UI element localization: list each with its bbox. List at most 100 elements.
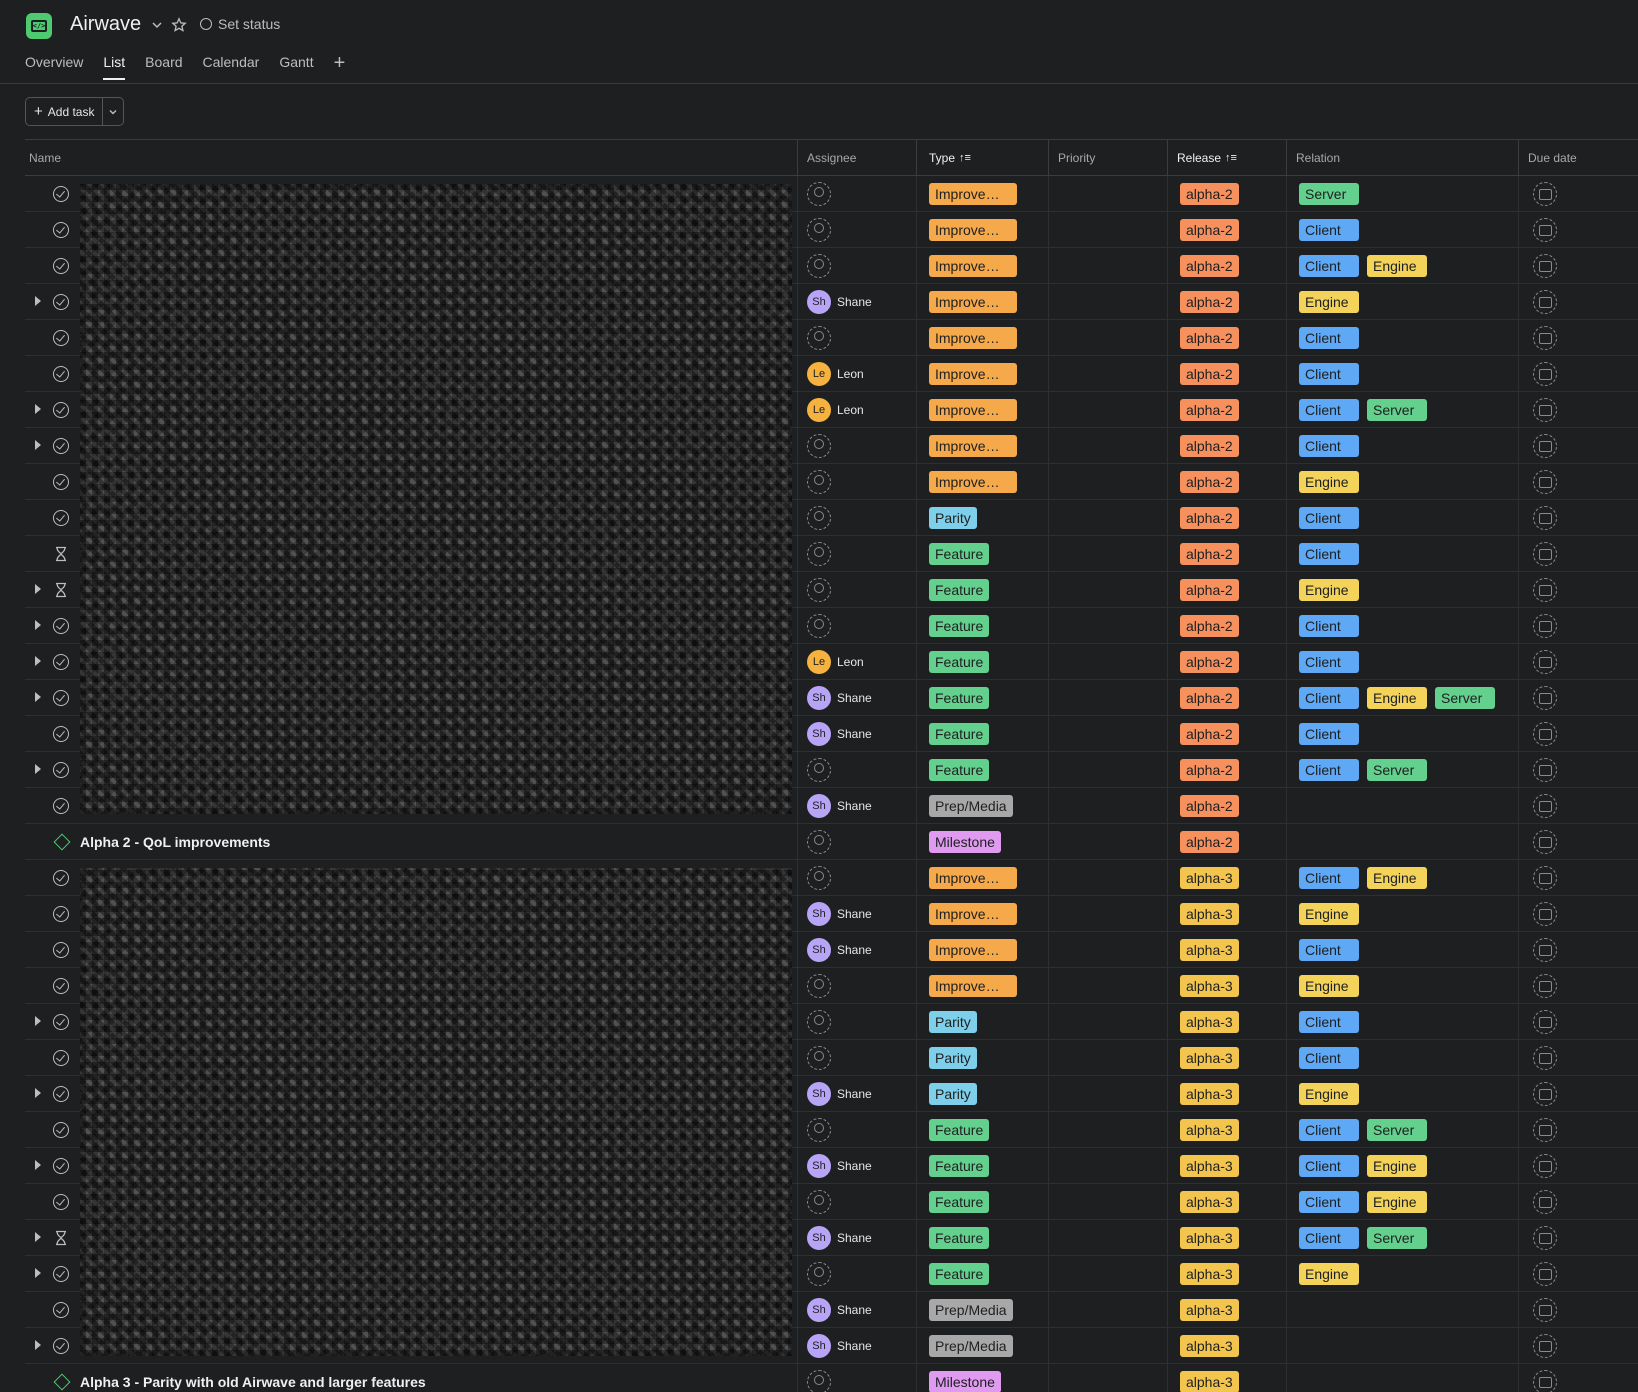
complete-check-icon[interactable] [53,618,69,634]
table-row[interactable]: Sh Shane Feature alpha-3 Client Server [25,1220,1638,1256]
release-cell[interactable]: alpha-2 [1167,320,1286,356]
relation-cell[interactable]: Client [1286,320,1518,356]
release-cell[interactable]: alpha-2 [1167,824,1286,860]
complete-check-icon[interactable] [53,510,69,526]
table-row[interactable]: Le Leon Improvem… alpha-2 Client Server [25,392,1638,428]
assignee-cell[interactable] [797,1184,916,1220]
type-cell[interactable]: Improvem… [916,968,1048,1004]
calendar-icon[interactable] [1533,830,1557,854]
due-date-cell[interactable] [1518,356,1638,392]
priority-cell[interactable] [1048,1004,1167,1040]
priority-cell[interactable] [1048,500,1167,536]
type-cell[interactable]: Improvem… [916,860,1048,896]
complete-check-icon[interactable] [53,330,69,346]
assignee-cell[interactable]: Sh Shane [797,1292,916,1328]
complete-check-icon[interactable] [53,726,69,742]
assignee-cell[interactable]: Sh Shane [797,1148,916,1184]
expand-caret-icon[interactable] [35,1340,41,1350]
due-date-cell[interactable] [1518,680,1638,716]
unassigned-user-icon[interactable] [807,506,831,530]
expand-caret-icon[interactable] [35,1232,41,1242]
release-cell[interactable]: alpha-2 [1167,608,1286,644]
assignee-cell[interactable]: Le Leon [797,392,916,428]
due-date-cell[interactable] [1518,788,1638,824]
type-cell[interactable]: Parity [916,500,1048,536]
calendar-icon[interactable] [1533,506,1557,530]
assignee-cell[interactable] [797,572,916,608]
assignee-cell[interactable] [797,428,916,464]
tab-list[interactable]: List [103,50,125,80]
relation-cell[interactable]: Client [1286,608,1518,644]
hourglass-icon[interactable] [54,1230,68,1246]
complete-check-icon[interactable] [53,186,69,202]
type-cell[interactable]: Milestone [916,1364,1048,1392]
unassigned-user-icon[interactable] [807,1118,831,1142]
calendar-icon[interactable] [1533,902,1557,926]
type-cell[interactable]: Improvem… [916,464,1048,500]
type-cell[interactable]: Improvem… [916,356,1048,392]
expand-caret-icon[interactable] [35,404,41,414]
expand-caret-icon[interactable] [35,296,41,306]
name-cell[interactable] [25,680,797,716]
table-row[interactable]: Feature alpha-2 Client [25,608,1638,644]
calendar-icon[interactable] [1533,326,1557,350]
relation-cell[interactable]: Engine [1286,284,1518,320]
calendar-icon[interactable] [1533,686,1557,710]
type-cell[interactable]: Improvem… [916,248,1048,284]
priority-cell[interactable] [1048,968,1167,1004]
table-row[interactable]: Feature alpha-3 Engine [25,1256,1638,1292]
calendar-icon[interactable] [1533,290,1557,314]
priority-cell[interactable] [1048,788,1167,824]
priority-cell[interactable] [1048,284,1167,320]
expand-caret-icon[interactable] [35,764,41,774]
table-row[interactable]: Feature alpha-2 Client [25,536,1638,572]
calendar-icon[interactable] [1533,758,1557,782]
unassigned-user-icon[interactable] [807,470,831,494]
due-date-cell[interactable] [1518,1004,1638,1040]
release-cell[interactable]: alpha-3 [1167,896,1286,932]
type-cell[interactable]: Improvem… [916,176,1048,212]
due-date-cell[interactable] [1518,428,1638,464]
priority-cell[interactable] [1048,824,1167,860]
assignee-cell[interactable]: Sh Shane [797,1076,916,1112]
name-cell[interactable] [25,752,797,788]
expand-caret-icon[interactable] [35,692,41,702]
complete-check-icon[interactable] [53,870,69,886]
priority-cell[interactable] [1048,1292,1167,1328]
complete-check-icon[interactable] [53,474,69,490]
release-cell[interactable]: alpha-3 [1167,1112,1286,1148]
type-cell[interactable]: Feature [916,1256,1048,1292]
calendar-icon[interactable] [1533,1046,1557,1070]
due-date-cell[interactable] [1518,1220,1638,1256]
name-cell[interactable] [25,896,797,932]
due-date-cell[interactable] [1518,500,1638,536]
name-cell[interactable] [25,932,797,968]
type-cell[interactable]: Improvem… [916,428,1048,464]
due-date-cell[interactable] [1518,1364,1638,1392]
calendar-icon[interactable] [1533,470,1557,494]
assignee-cell[interactable] [797,176,916,212]
relation-cell[interactable] [1286,1364,1518,1392]
complete-check-icon[interactable] [53,1338,69,1354]
due-date-cell[interactable] [1518,932,1638,968]
due-date-cell[interactable] [1518,968,1638,1004]
complete-check-icon[interactable] [53,942,69,958]
priority-cell[interactable] [1048,860,1167,896]
expand-caret-icon[interactable] [35,1268,41,1278]
due-date-cell[interactable] [1518,176,1638,212]
due-date-cell[interactable] [1518,1040,1638,1076]
add-task-button[interactable]: + Add task [26,98,102,125]
calendar-icon[interactable] [1533,1082,1557,1106]
table-row[interactable]: Improvem… alpha-2 Client Engine [25,248,1638,284]
table-row[interactable]: Sh Shane Improvem… alpha-3 Engine [25,896,1638,932]
release-cell[interactable]: alpha-3 [1167,968,1286,1004]
assignee-cell[interactable] [797,320,916,356]
relation-cell[interactable]: Client [1286,500,1518,536]
complete-check-icon[interactable] [53,1086,69,1102]
complete-check-icon[interactable] [53,1050,69,1066]
name-cell[interactable] [25,608,797,644]
table-row[interactable]: Feature alpha-3 Client Engine [25,1184,1638,1220]
complete-check-icon[interactable] [53,906,69,922]
complete-check-icon[interactable] [53,1266,69,1282]
unassigned-user-icon[interactable] [807,578,831,602]
